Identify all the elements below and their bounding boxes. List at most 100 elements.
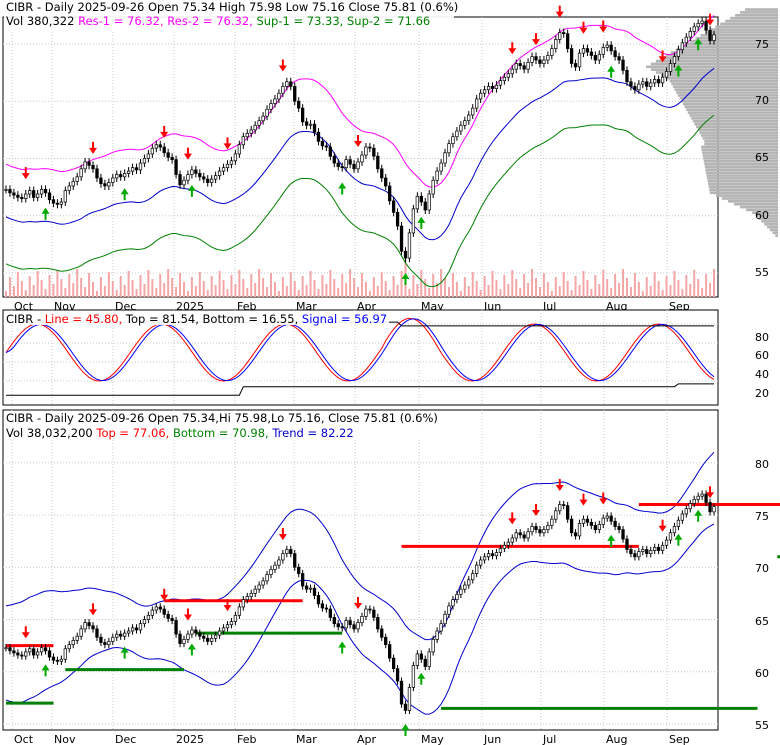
- candle-body: [281, 553, 285, 561]
- volume-profile-bar: [690, 39, 778, 43]
- candle-body: [16, 652, 20, 656]
- candle-body: [641, 81, 645, 85]
- volume-bar: [325, 284, 328, 297]
- candle-body: [39, 189, 44, 195]
- volume-bar: [159, 274, 162, 297]
- volume-bar: [357, 287, 360, 297]
- candle-body: [368, 608, 372, 611]
- candle-body: [4, 647, 8, 650]
- candle-body: [625, 538, 629, 550]
- candle-body: [32, 190, 36, 198]
- volume-bar: [285, 286, 288, 297]
- volume-bar: [127, 271, 130, 297]
- candle-body: [546, 525, 550, 530]
- candle-body: [613, 520, 617, 527]
- x-tick-label: May: [421, 733, 444, 745]
- volume-bar: [657, 281, 660, 297]
- candle-body: [150, 147, 154, 155]
- candle-body: [562, 32, 566, 35]
- candle-body: [293, 86, 297, 102]
- volume-profile-bar: [699, 131, 778, 134]
- volume-bar: [523, 274, 526, 297]
- candle-body: [146, 614, 151, 620]
- candle-body: [585, 518, 590, 523]
- volume-bar: [554, 277, 557, 297]
- y-tick-label: 65: [755, 615, 769, 628]
- volume-bar: [119, 276, 122, 297]
- volume-bar: [360, 273, 363, 297]
- candle-body: [510, 68, 514, 75]
- volume-profile-bar: [674, 88, 778, 91]
- volume-bar: [467, 286, 470, 297]
- candle-body: [265, 574, 269, 582]
- candle-body: [712, 506, 716, 513]
- x-tick-label: Jul: [542, 733, 556, 745]
- candle-body: [660, 76, 665, 84]
- volume-bar: [471, 272, 474, 297]
- candle-body: [443, 613, 447, 625]
- candle-body: [174, 620, 178, 635]
- volume-bar: [701, 288, 704, 297]
- volume-bar: [622, 269, 625, 297]
- sell-arrow: [508, 42, 517, 55]
- volume-bar: [218, 271, 221, 297]
- volume-profile-bar: [707, 177, 778, 180]
- candle-body: [213, 175, 218, 180]
- candle-body: [613, 50, 617, 57]
- volume-profile-bar: [727, 200, 778, 203]
- volume-bar: [135, 289, 138, 297]
- candle-body: [308, 123, 313, 126]
- volume-bar: [12, 286, 15, 297]
- volume-bar: [550, 291, 553, 297]
- volume-bar: [64, 288, 67, 297]
- volume-bar: [428, 288, 431, 297]
- volume-bar: [258, 269, 261, 297]
- volume-bar: [210, 276, 213, 297]
- volume-profile-bar: [758, 217, 778, 220]
- candle-body: [221, 627, 226, 632]
- candle-body: [348, 159, 352, 165]
- candle-body: [649, 550, 653, 555]
- volume-profile-bar: [660, 56, 778, 60]
- candle-body: [558, 504, 562, 512]
- candle-body: [257, 120, 261, 126]
- resistance-line: [5, 15, 715, 188]
- buy-arrow: [41, 207, 50, 220]
- candle-body: [213, 634, 218, 639]
- candle-body: [138, 623, 143, 631]
- candle-body: [328, 146, 332, 157]
- volume-bar: [566, 281, 569, 297]
- candle-body: [597, 524, 601, 530]
- candle-body: [471, 107, 475, 116]
- volume-bar: [289, 272, 292, 297]
- candle-body: [12, 192, 16, 196]
- volume-profile-bar: [669, 79, 778, 83]
- buy-arrow: [694, 509, 703, 522]
- volume-profile-bar: [740, 11, 778, 14]
- candle-body: [99, 636, 103, 643]
- volume-profile-bar: [775, 234, 778, 237]
- candle-body: [308, 587, 313, 590]
- candle-body: [518, 63, 522, 67]
- candle-body: [51, 656, 56, 661]
- candle-body: [649, 82, 653, 87]
- volume-bar: [606, 279, 609, 297]
- volume-bar: [186, 291, 189, 297]
- candle-body: [407, 687, 412, 711]
- candle-body: [336, 623, 340, 628]
- volume-bar: [107, 272, 110, 297]
- buy-arrow: [338, 641, 347, 654]
- volume-bar: [685, 275, 688, 297]
- candle-body: [566, 505, 570, 520]
- candle-body: [130, 627, 135, 632]
- volume-profile-bar: [660, 74, 778, 77]
- candle-body: [35, 193, 40, 198]
- volume-bar: [182, 282, 185, 297]
- candle-body: [566, 33, 570, 49]
- candle-body: [28, 648, 32, 653]
- trend-volume-label: Vol 38,032,200: [6, 426, 96, 440]
- candle-body: [111, 636, 115, 642]
- candle-body: [186, 174, 190, 181]
- volume-bar: [582, 271, 585, 297]
- volume-profile-bar: [769, 228, 778, 232]
